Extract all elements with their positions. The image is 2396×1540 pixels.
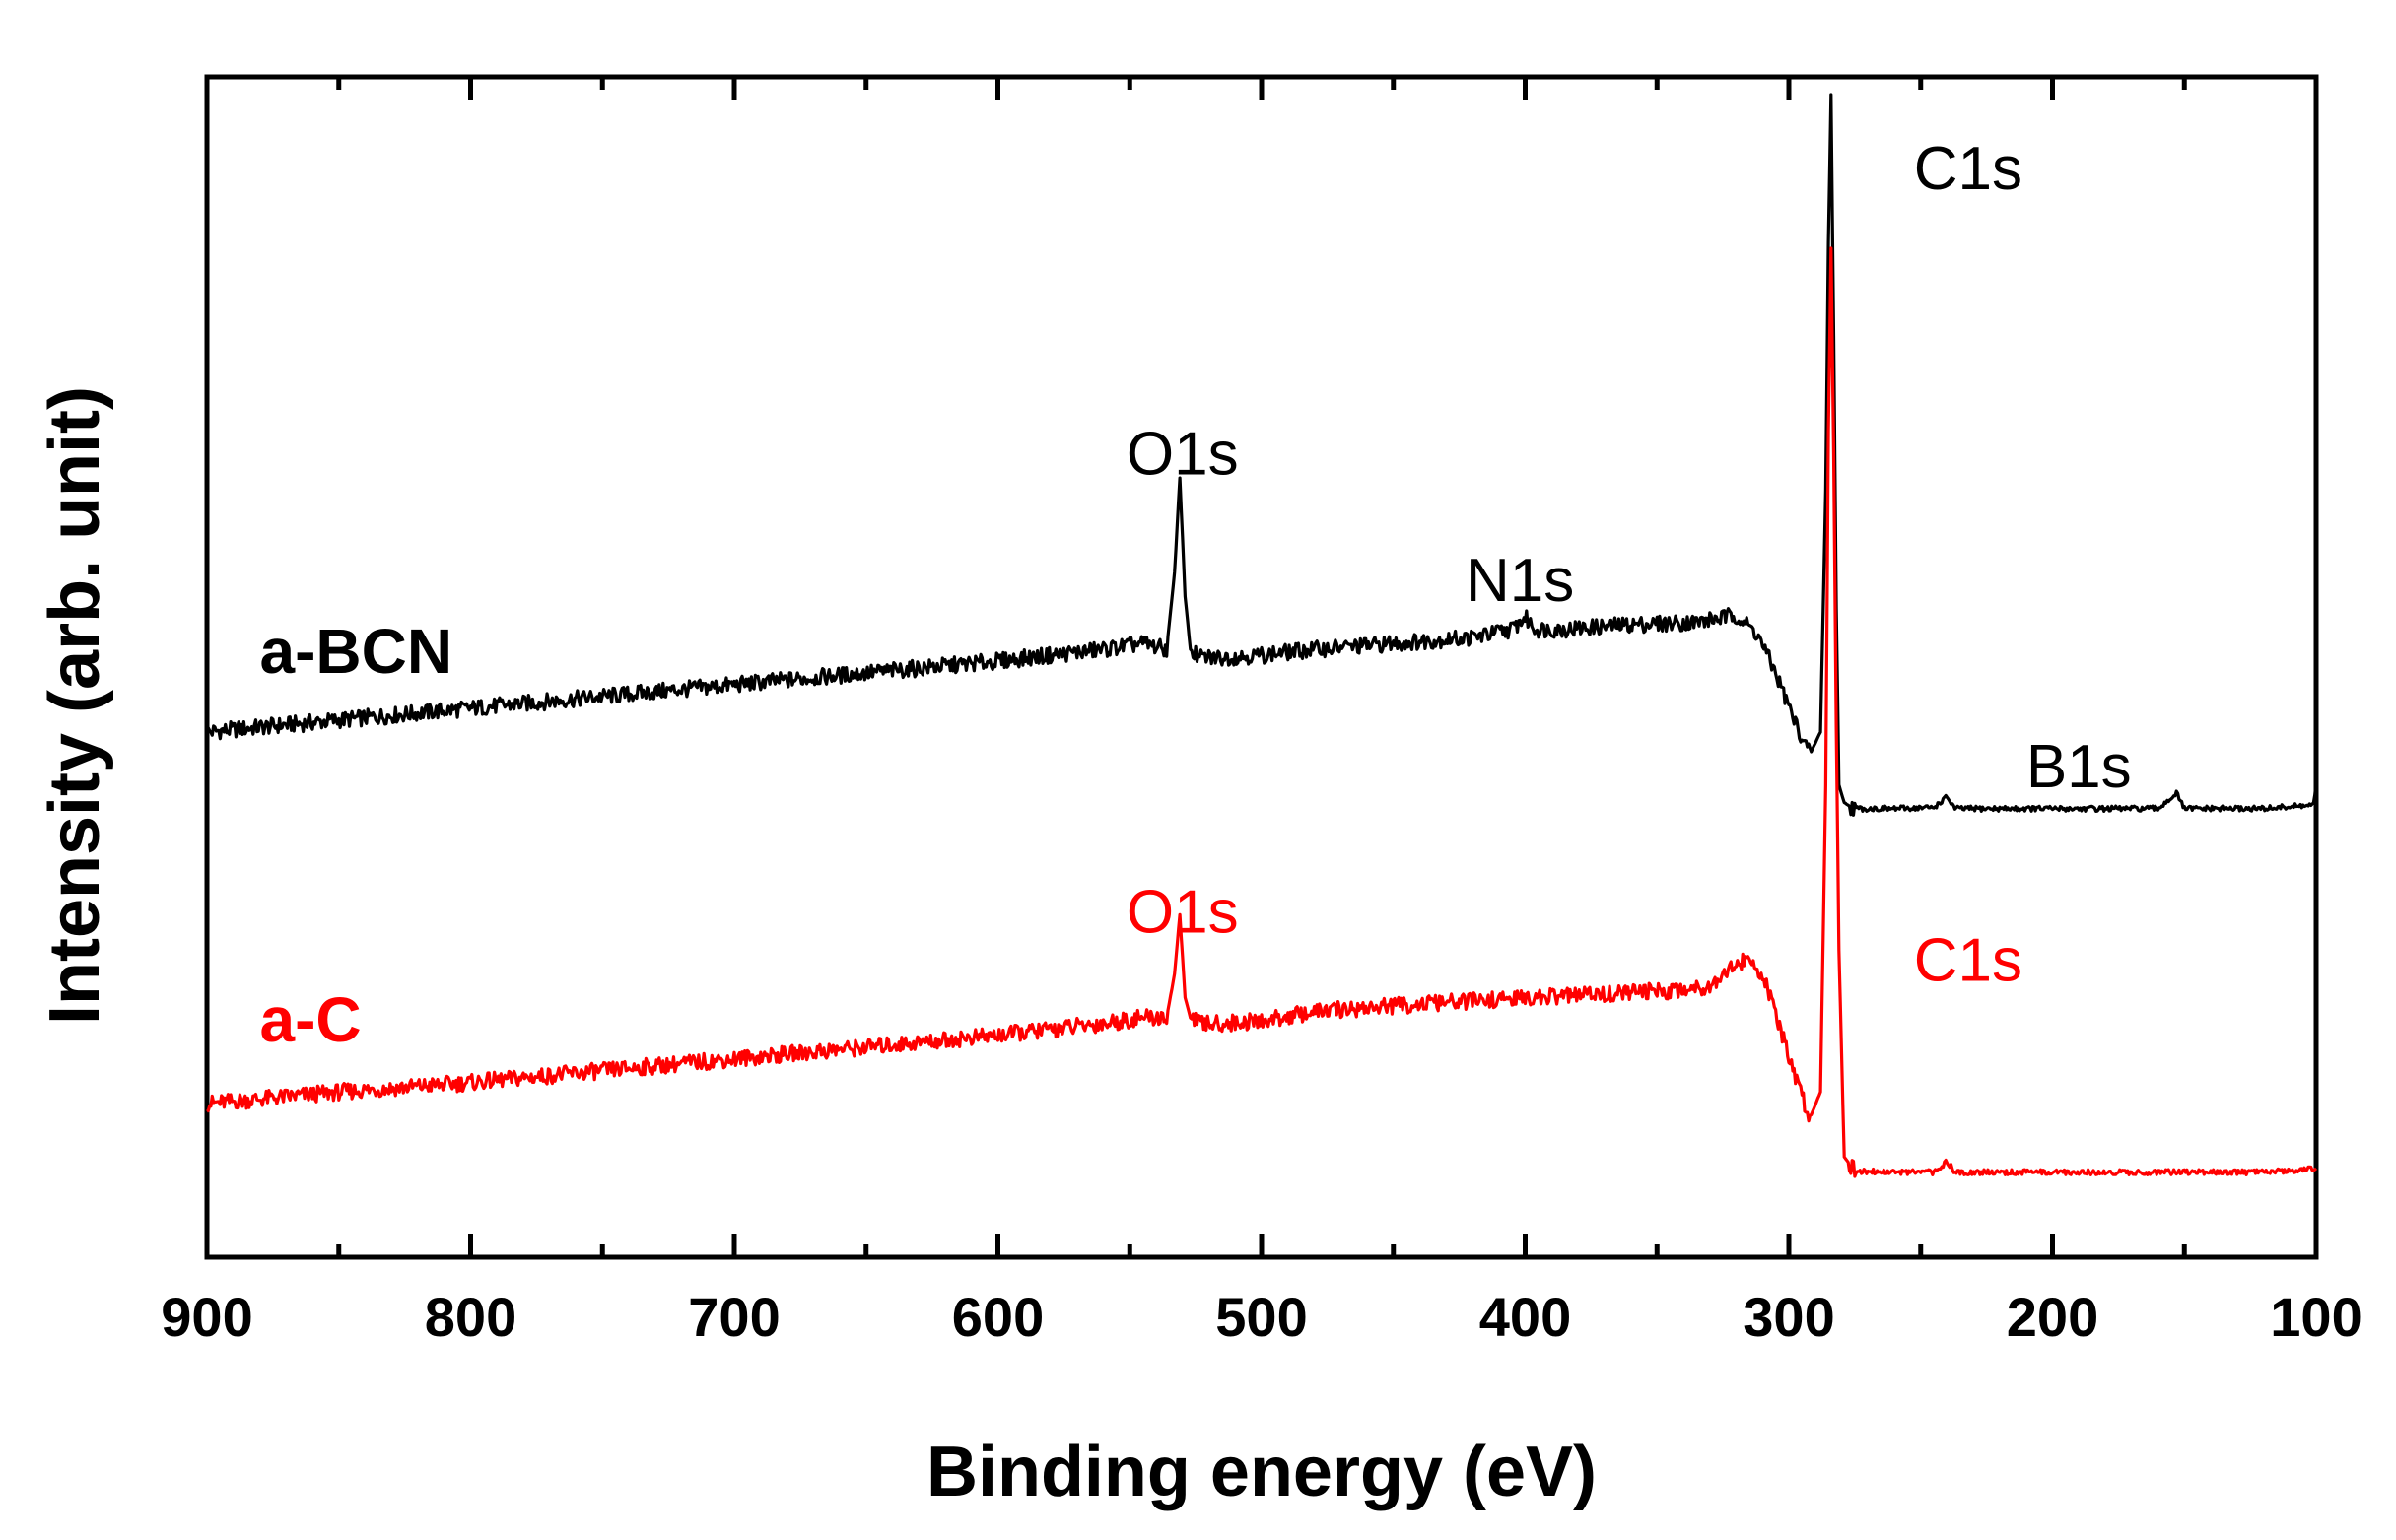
- x-tick-label: 200: [2007, 1286, 2098, 1348]
- x-tick-label: 500: [1215, 1286, 1307, 1348]
- spectra-lines: [205, 93, 2318, 1178]
- peak-label: C1s: [1914, 135, 2022, 203]
- x-axis-ticks: [204, 77, 2319, 1257]
- x-tick-label: 900: [161, 1286, 252, 1348]
- series-line-a-BCN: [205, 93, 2318, 817]
- peak-label: B1s: [2026, 733, 2132, 801]
- peak-label: O1s: [1127, 421, 1239, 489]
- x-tick-label: 800: [425, 1286, 516, 1348]
- peak-annotations: C1s O1s N1s B1s O1s C1s: [1127, 135, 2132, 995]
- peak-label: N1s: [1466, 547, 1574, 615]
- series-label: a-BCN: [260, 616, 453, 687]
- series-label: a-C: [260, 984, 362, 1055]
- x-tick-label: 300: [1743, 1286, 1834, 1348]
- x-tick-label: 700: [688, 1286, 780, 1348]
- x-axis-title: Binding energy (eV): [926, 1433, 1597, 1511]
- series-line-a-C: [206, 246, 2318, 1178]
- series-labels: a-BCN a-C: [260, 616, 453, 1055]
- peak-label: C1s: [1914, 927, 2022, 995]
- plot-frame: [204, 74, 2319, 1260]
- x-tick-label: 600: [952, 1286, 1044, 1348]
- x-tick-label: 100: [2270, 1286, 2362, 1348]
- x-tick-label: 400: [1479, 1286, 1571, 1348]
- y-axis-title: Intensity (arb. unit): [35, 386, 114, 1025]
- peak-label: O1s: [1127, 879, 1239, 947]
- x-axis-tick-labels: 900 800 700 600 500 400 300 200 100: [161, 1286, 2362, 1348]
